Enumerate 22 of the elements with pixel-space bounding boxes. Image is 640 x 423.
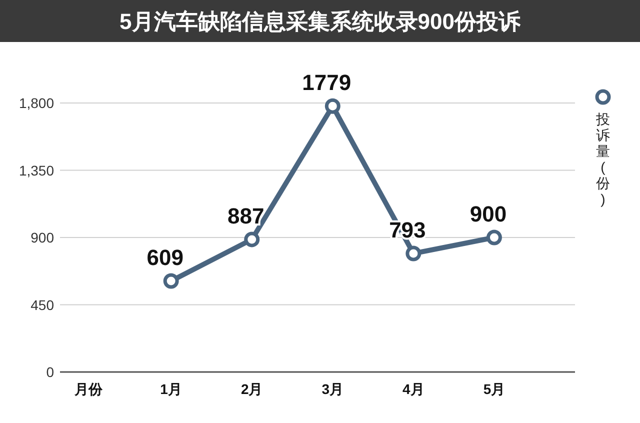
x-axis-title: 月份 bbox=[73, 381, 104, 397]
legend-label: 投诉量(份) bbox=[595, 111, 610, 207]
x-tick-label: 3月 bbox=[322, 381, 344, 397]
y-tick-label: 900 bbox=[30, 230, 54, 246]
point bbox=[244, 232, 260, 248]
y-tick-label: 0 bbox=[46, 364, 54, 380]
data-label: 609 bbox=[146, 244, 184, 270]
x-tick-label: 4月 bbox=[402, 381, 424, 397]
point bbox=[406, 246, 422, 262]
data-label: 1779 bbox=[302, 70, 352, 96]
point bbox=[486, 230, 502, 246]
data-label: 900 bbox=[470, 202, 507, 226]
y-tick-label: 1,350 bbox=[18, 162, 54, 178]
x-tick-label: 5月 bbox=[483, 381, 506, 397]
point bbox=[324, 98, 340, 114]
point bbox=[163, 273, 179, 289]
chart-title: 5月汽车缺陷信息采集系统收录900份投诉 bbox=[120, 9, 522, 34]
data-label: 887 bbox=[228, 203, 264, 228]
x-tick-label: 1月 bbox=[160, 381, 182, 397]
x-tick-label: 2月 bbox=[240, 381, 263, 397]
y-tick-label: 450 bbox=[30, 296, 54, 313]
y-tick-label: 1,800 bbox=[18, 95, 54, 111]
